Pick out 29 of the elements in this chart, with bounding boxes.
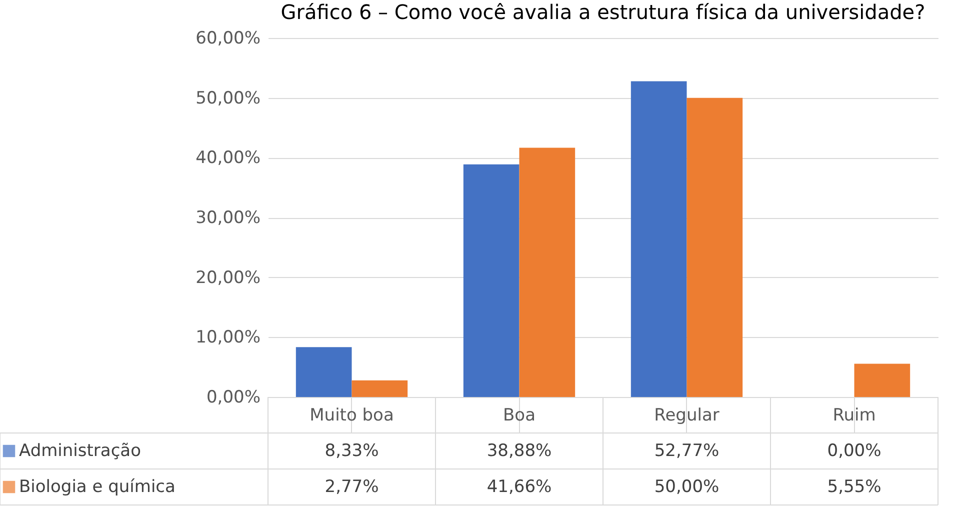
bar <box>519 148 576 397</box>
data-label: 50,00% <box>654 477 720 497</box>
x-tick-label: Boa <box>503 406 536 426</box>
bar <box>854 364 910 397</box>
bar <box>352 380 408 397</box>
y-tick-label: 50,00% <box>196 88 260 108</box>
legend-label: Administração <box>19 441 141 461</box>
y-tick-label: 60,00% <box>196 28 260 48</box>
data-label: 38,88% <box>486 441 552 461</box>
y-tick-label: 30,00% <box>196 208 260 228</box>
legend-label: Biologia e química <box>19 477 176 497</box>
data-label: 2,77% <box>324 477 379 497</box>
data-label: 0,00% <box>827 441 882 461</box>
x-tick-label: Muito boa <box>310 406 394 426</box>
bar <box>686 98 743 397</box>
data-label: 52,77% <box>654 441 720 461</box>
data-label: 41,66% <box>486 477 552 497</box>
bar <box>296 347 352 397</box>
chart-title: Gráfico 6 – Como você avalia a estrutura física da universidade? <box>280 0 926 24</box>
bar <box>630 81 687 397</box>
y-tick-label: 0,00% <box>206 388 260 408</box>
bar <box>463 164 520 397</box>
x-tick-label: Ruim <box>832 406 876 426</box>
y-tick-label: 20,00% <box>196 268 260 288</box>
data-label: 8,33% <box>324 441 379 461</box>
x-tick-label: Regular <box>654 406 720 426</box>
y-tick-label: 40,00% <box>196 148 260 168</box>
y-tick-label: 10,00% <box>196 328 260 348</box>
data-label: 5,55% <box>827 477 882 497</box>
